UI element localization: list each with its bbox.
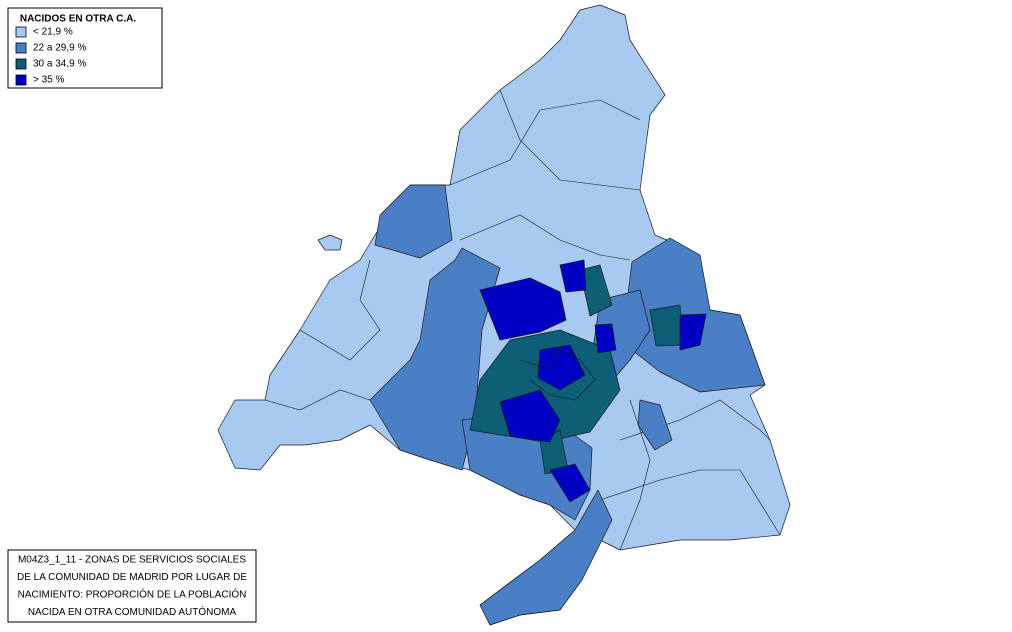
region-border	[599, 469, 781, 536]
region	[637, 399, 673, 451]
legend-label: > 35 %	[33, 75, 65, 86]
region	[369, 247, 501, 471]
region	[317, 234, 343, 251]
legend-swatch	[15, 42, 27, 54]
caption: M04Z3_1_11 - ZONAS DE SERVICIOS SOCIALES…	[7, 549, 257, 623]
legend-swatch	[15, 74, 27, 86]
region	[537, 344, 586, 391]
region	[559, 259, 587, 293]
region-border	[299, 259, 381, 361]
region-border	[619, 399, 651, 551]
caption-line: DE LA COMUNIDAD DE MADRID POR LUGAR DE	[17, 572, 247, 583]
legend-box	[7, 7, 163, 89]
region	[649, 304, 683, 347]
legend-title: NACIDOS EN OTRA C.A.	[20, 14, 137, 25]
region	[479, 489, 613, 626]
region	[579, 264, 613, 317]
region	[499, 389, 561, 443]
caption-line: NACIDA EN OTRA COMUNIDAD AUTÓNOMA	[28, 605, 237, 618]
region-border	[449, 99, 641, 186]
region-border	[264, 389, 371, 411]
region	[479, 277, 567, 341]
caption-line: NACIMIENTO: PROPORCIÓN DE LA POBLACIÓN	[18, 588, 247, 601]
caption-box	[7, 549, 257, 623]
legend-label: 30 a 34,9 %	[33, 59, 86, 70]
region	[549, 463, 591, 503]
map	[217, 4, 791, 626]
region	[374, 184, 453, 259]
region	[679, 313, 707, 351]
caption-line: M04Z3_1_11 - ZONAS DE SERVICIOS SOCIALES	[18, 555, 246, 566]
legend: NACIDOS EN OTRA C.A. < 21,9 % 22 a 29,9 %…	[7, 7, 163, 89]
region-border	[459, 214, 631, 261]
region-border	[499, 89, 641, 191]
region	[594, 323, 617, 354]
legend-label: 22 a 29,9 %	[33, 43, 86, 54]
legend-swatch	[15, 58, 27, 70]
region-border	[519, 349, 596, 401]
legend-label: < 21,9 %	[33, 27, 73, 38]
legend-swatch	[15, 26, 27, 38]
